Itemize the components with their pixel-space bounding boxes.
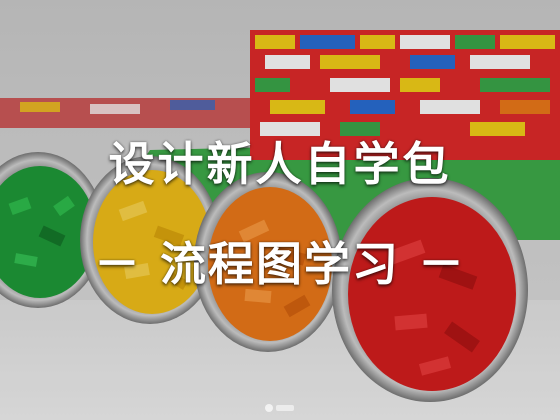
watermark-logo [265, 404, 294, 412]
bin-green [0, 152, 104, 308]
bin-yellow [80, 156, 220, 324]
page-subtitle: － 流程图学习 － [93, 237, 467, 291]
brick-wall [250, 30, 560, 160]
brick-row-left [0, 98, 250, 128]
page-title: 设计新人自学包 [108, 137, 452, 191]
bin-orange [194, 172, 342, 352]
bin-red [332, 178, 528, 402]
